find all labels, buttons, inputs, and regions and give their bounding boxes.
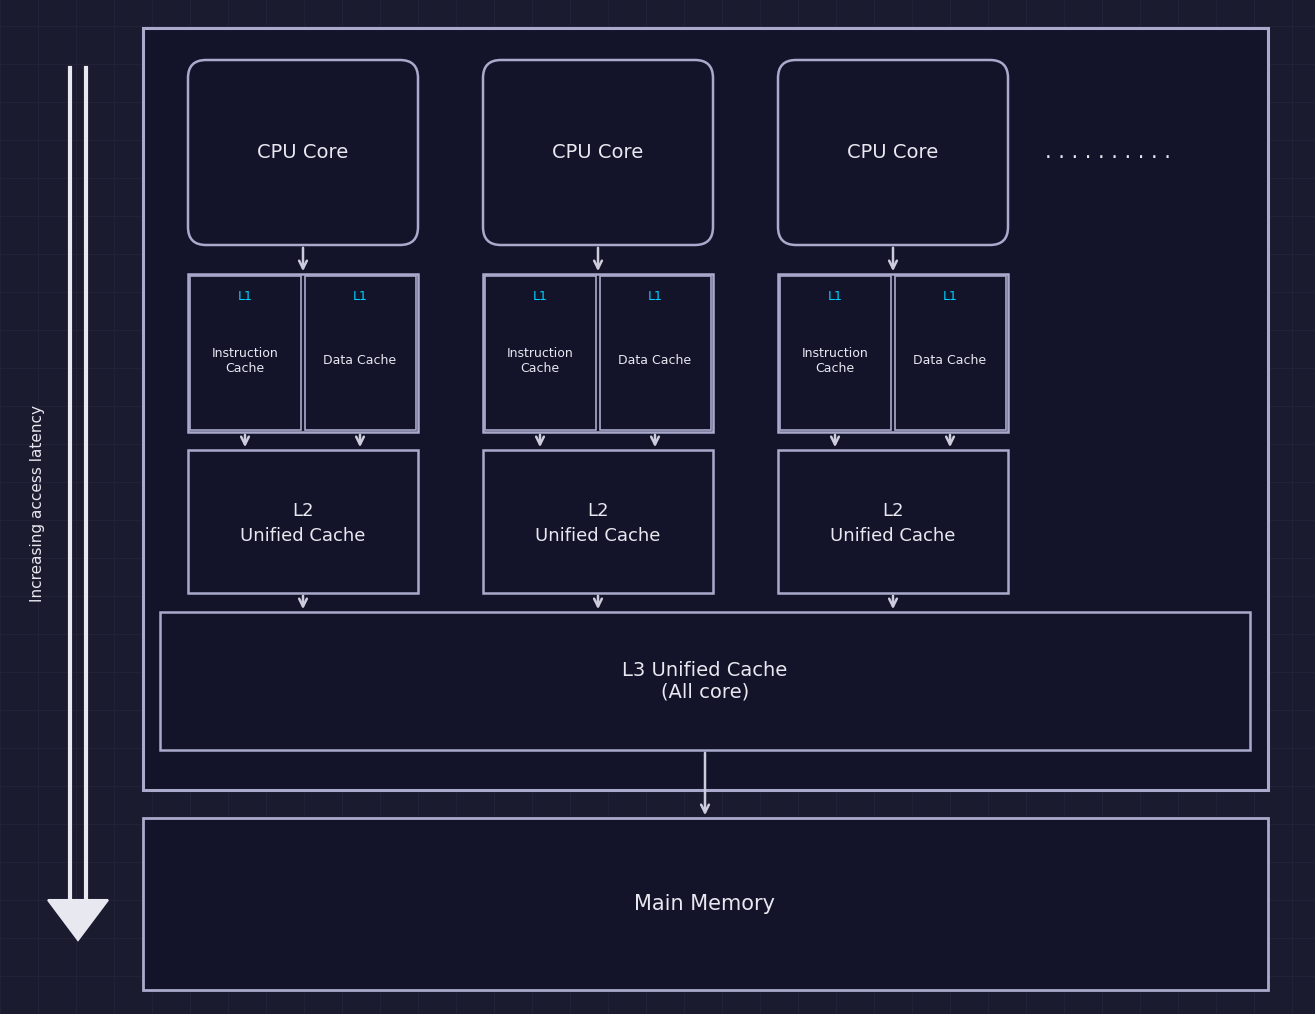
Bar xyxy=(778,274,1009,432)
Text: L1: L1 xyxy=(943,290,957,302)
Bar xyxy=(778,450,1009,593)
Bar xyxy=(483,274,713,432)
Text: L1: L1 xyxy=(533,290,547,302)
Bar xyxy=(896,276,1006,430)
Text: L1: L1 xyxy=(352,290,367,302)
Text: Data Cache: Data Cache xyxy=(323,355,397,367)
Bar xyxy=(485,276,596,430)
Text: L2: L2 xyxy=(588,502,609,520)
Text: L2: L2 xyxy=(292,502,314,520)
Text: Instruction
Cache: Instruction Cache xyxy=(506,347,573,375)
Text: L3 Unified Cache
(All core): L3 Unified Cache (All core) xyxy=(622,660,788,702)
Bar xyxy=(483,450,713,593)
Text: Instruction
Cache: Instruction Cache xyxy=(802,347,868,375)
Text: Data Cache: Data Cache xyxy=(914,355,986,367)
Bar xyxy=(780,276,892,430)
FancyBboxPatch shape xyxy=(188,60,418,245)
Bar xyxy=(160,612,1251,750)
Text: Unified Cache: Unified Cache xyxy=(241,527,366,545)
Bar xyxy=(188,450,418,593)
Text: CPU Core: CPU Core xyxy=(552,143,643,161)
FancyBboxPatch shape xyxy=(483,60,713,245)
Text: Unified Cache: Unified Cache xyxy=(830,527,956,545)
Bar xyxy=(600,276,711,430)
Text: Instruction
Cache: Instruction Cache xyxy=(212,347,279,375)
Text: Data Cache: Data Cache xyxy=(618,355,692,367)
FancyBboxPatch shape xyxy=(778,60,1009,245)
Text: CPU Core: CPU Core xyxy=(258,143,348,161)
Polygon shape xyxy=(49,900,108,940)
Text: L2: L2 xyxy=(882,502,903,520)
Text: L1: L1 xyxy=(647,290,663,302)
Bar xyxy=(143,818,1268,990)
Text: L1: L1 xyxy=(827,290,843,302)
Text: . . . . . . . . . .: . . . . . . . . . . xyxy=(1045,142,1170,162)
Text: CPU Core: CPU Core xyxy=(847,143,939,161)
Bar xyxy=(189,276,301,430)
Text: Unified Cache: Unified Cache xyxy=(535,527,660,545)
Bar xyxy=(143,28,1268,790)
Text: Increasing access latency: Increasing access latency xyxy=(30,406,46,602)
Text: L1: L1 xyxy=(238,290,252,302)
Text: Main Memory: Main Memory xyxy=(635,894,776,914)
Bar xyxy=(188,274,418,432)
Bar xyxy=(305,276,416,430)
